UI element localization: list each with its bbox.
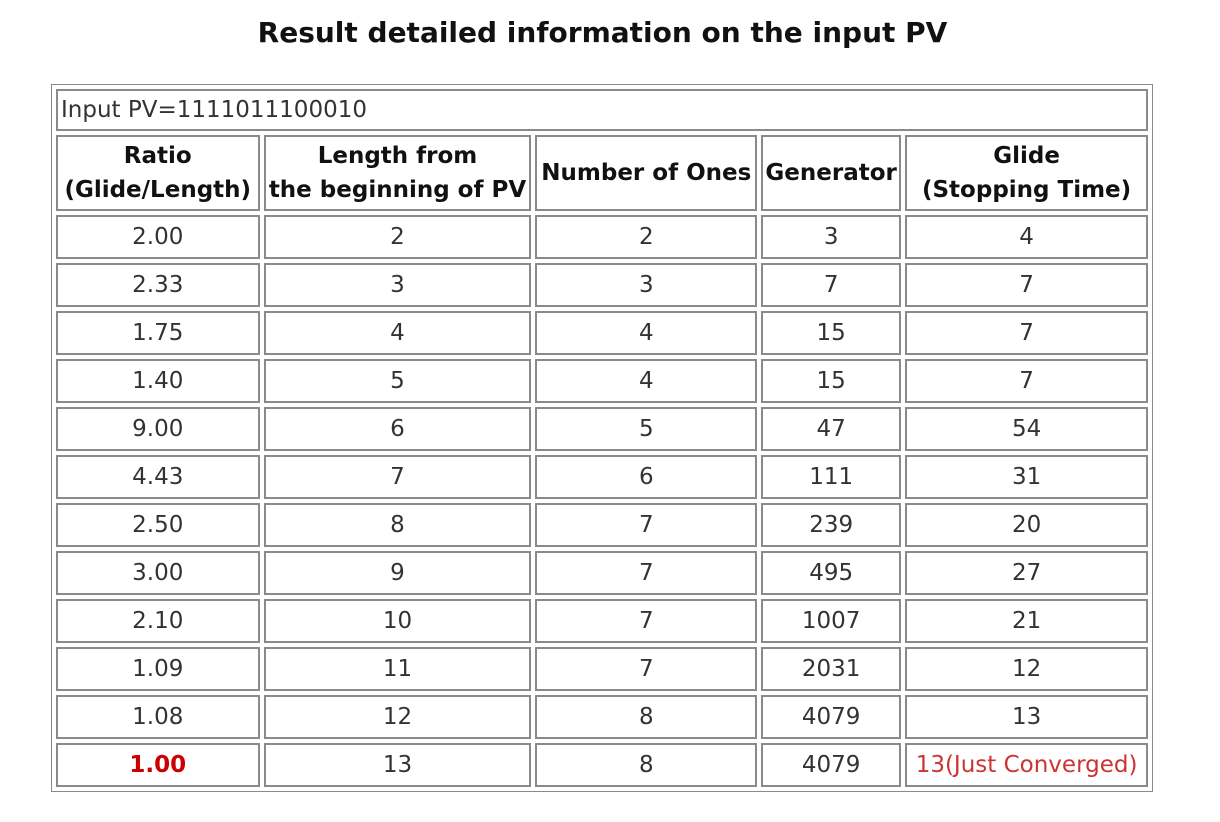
ratio-cell: 1.40: [56, 359, 260, 403]
glide-cell: 13(Just Converged): [905, 743, 1148, 787]
length-cell: 9: [263, 551, 532, 595]
length-cell: 6: [263, 407, 532, 451]
generator-cell: 3: [761, 215, 902, 259]
length-cell: 4: [263, 311, 532, 355]
header-number-of-ones: Number of Ones: [535, 135, 758, 211]
number-of-ones-cell: 7: [535, 551, 758, 595]
length-cell: 11: [263, 647, 532, 691]
input-pv-row: Input PV=1111011100010: [56, 89, 1148, 131]
number-of-ones-cell: 7: [535, 599, 758, 643]
glide-cell: 13: [905, 695, 1148, 739]
generator-cell: 4079: [761, 743, 902, 787]
length-cell: 8: [263, 503, 532, 547]
generator-cell: 495: [761, 551, 902, 595]
ratio-cell: 2.33: [56, 263, 260, 307]
ratio-cell: 2.00: [56, 215, 260, 259]
table-row: 3.00 9 7 495 27: [56, 551, 1148, 595]
glide-cell: 4: [905, 215, 1148, 259]
generator-cell: 15: [761, 359, 902, 403]
generator-cell: 15: [761, 311, 902, 355]
table-row: 2.50 8 7 239 20: [56, 503, 1148, 547]
number-of-ones-cell: 7: [535, 503, 758, 547]
length-cell: 2: [263, 215, 532, 259]
glide-cell: 54: [905, 407, 1148, 451]
length-cell: 12: [263, 695, 532, 739]
ratio-cell: 4.43: [56, 455, 260, 499]
length-cell: 7: [263, 455, 532, 499]
number-of-ones-cell: 6: [535, 455, 758, 499]
glide-cell: 7: [905, 263, 1148, 307]
generator-cell: 111: [761, 455, 902, 499]
glide-cell: 12: [905, 647, 1148, 691]
ratio-cell: 3.00: [56, 551, 260, 595]
table-row: 1.75 4 4 15 7: [56, 311, 1148, 355]
glide-cell: 20: [905, 503, 1148, 547]
table-row: 1.40 5 4 15 7: [56, 359, 1148, 403]
table-body: Input PV=1111011100010 Ratio (Glide/Lengt…: [56, 89, 1148, 787]
number-of-ones-cell: 8: [535, 743, 758, 787]
table-row: 1.00 13 8 4079 13(Just Converged): [56, 743, 1148, 787]
header-length: Length from the beginning of PV: [263, 135, 532, 211]
ratio-cell: 1.75: [56, 311, 260, 355]
glide-cell: 21: [905, 599, 1148, 643]
table-row: 9.00 6 5 47 54: [56, 407, 1148, 451]
glide-cell: 7: [905, 311, 1148, 355]
length-cell: 5: [263, 359, 532, 403]
glide-cell: 31: [905, 455, 1148, 499]
generator-cell: 1007: [761, 599, 902, 643]
header-ratio: Ratio (Glide/Length): [56, 135, 260, 211]
table-row: 2.00 2 2 3 4: [56, 215, 1148, 259]
number-of-ones-cell: 8: [535, 695, 758, 739]
glide-cell: 27: [905, 551, 1148, 595]
ratio-cell: 1.08: [56, 695, 260, 739]
glide-cell: 7: [905, 359, 1148, 403]
number-of-ones-cell: 4: [535, 359, 758, 403]
number-of-ones-cell: 7: [535, 647, 758, 691]
table-row: 2.33 3 3 7 7: [56, 263, 1148, 307]
ratio-cell: 2.50: [56, 503, 260, 547]
length-cell: 3: [263, 263, 532, 307]
number-of-ones-cell: 4: [535, 311, 758, 355]
input-pv-label: Input PV=1111011100010: [56, 89, 1148, 131]
length-cell: 10: [263, 599, 532, 643]
ratio-cell: 9.00: [56, 407, 260, 451]
ratio-cell: 2.10: [56, 599, 260, 643]
table-row: 1.08 12 8 4079 13: [56, 695, 1148, 739]
generator-cell: 239: [761, 503, 902, 547]
table-row: 2.10 10 7 1007 21: [56, 599, 1148, 643]
length-cell: 13: [263, 743, 532, 787]
header-glide: Glide (Stopping Time): [905, 135, 1148, 211]
result-table: Input PV=1111011100010 Ratio (Glide/Lengt…: [51, 84, 1153, 792]
number-of-ones-cell: 5: [535, 407, 758, 451]
ratio-cell: 1.00: [56, 743, 260, 787]
generator-cell: 4079: [761, 695, 902, 739]
number-of-ones-cell: 3: [535, 263, 758, 307]
table-row: 1.09 11 7 2031 12: [56, 647, 1148, 691]
table-row: 4.43 7 6 111 31: [56, 455, 1148, 499]
generator-cell: 7: [761, 263, 902, 307]
header-generator: Generator: [761, 135, 902, 211]
generator-cell: 47: [761, 407, 902, 451]
ratio-cell: 1.09: [56, 647, 260, 691]
page-title: Result detailed information on the input…: [257, 16, 948, 49]
number-of-ones-cell: 2: [535, 215, 758, 259]
generator-cell: 2031: [761, 647, 902, 691]
header-row: Ratio (Glide/Length) Length from the begin…: [56, 135, 1148, 211]
